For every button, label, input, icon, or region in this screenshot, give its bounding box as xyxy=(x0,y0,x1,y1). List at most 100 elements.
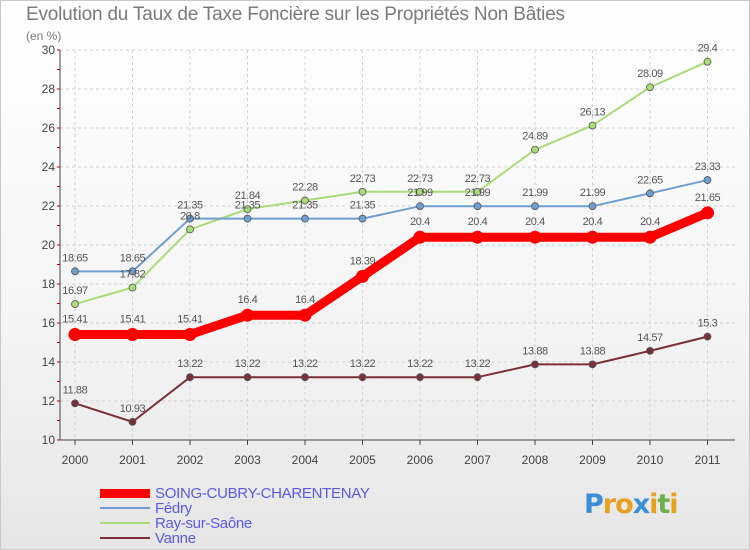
data-label: 20.4 xyxy=(583,216,603,228)
data-label: 13.22 xyxy=(407,358,433,370)
data-label: 24.89 xyxy=(522,131,548,143)
data-point xyxy=(128,283,137,292)
data-point xyxy=(298,308,312,322)
logo-letter: i xyxy=(669,489,678,520)
data-label: 21.99 xyxy=(407,187,433,199)
data-label: 20.4 xyxy=(468,216,488,228)
x-tick-label: 2008 xyxy=(522,453,549,467)
legend-item-fedry: Fédry xyxy=(100,500,192,517)
data-point xyxy=(416,187,424,196)
data-point xyxy=(416,202,424,211)
y-tick-label: 22 xyxy=(42,199,56,213)
chart-subtitle: (en %) xyxy=(26,29,62,43)
data-label: 15.3 xyxy=(698,318,718,330)
x-tick-label: 2005 xyxy=(349,453,376,467)
data-label: 21.35 xyxy=(235,200,261,212)
data-label: 29.4 xyxy=(698,43,718,55)
data-point xyxy=(128,267,137,276)
logo-letter: x xyxy=(632,489,650,520)
data-label: 22.73 xyxy=(407,173,433,185)
x-tick-label: 2010 xyxy=(637,453,664,467)
data-label: 13.22 xyxy=(465,358,491,370)
x-tick-label: 2000 xyxy=(62,453,89,467)
data-label: 20.4 xyxy=(640,216,660,228)
data-label: 22.28 xyxy=(292,182,318,194)
legend-swatch xyxy=(100,507,150,509)
data-label: 13.88 xyxy=(580,345,606,357)
data-point xyxy=(243,214,252,223)
data-label: 21.65 xyxy=(695,192,721,204)
x-tick-label: 2003 xyxy=(234,453,261,467)
data-label: 20.4 xyxy=(410,216,430,228)
series-lines xyxy=(68,57,714,426)
data-label: 26.13 xyxy=(580,106,606,118)
x-tick-label: 2004 xyxy=(292,453,319,467)
data-point xyxy=(588,202,597,211)
data-point xyxy=(301,214,309,223)
data-label: 21.35 xyxy=(350,200,376,212)
data-point xyxy=(473,187,482,196)
series-line xyxy=(74,60,709,306)
data-point xyxy=(71,399,79,408)
data-point xyxy=(68,328,82,342)
data-point xyxy=(588,360,597,369)
data-point xyxy=(473,373,482,382)
data-label: 16.4 xyxy=(238,294,258,306)
data-point xyxy=(531,360,539,369)
legend-label: Ray-sur-Saône xyxy=(155,514,252,532)
data-label: 15.41 xyxy=(62,314,88,326)
x-tick-label: 2001 xyxy=(119,453,146,467)
data-point xyxy=(646,346,654,355)
y-tick-label: 14 xyxy=(42,355,56,369)
x-tick-label: 2011 xyxy=(695,453,721,467)
y-tick-label: 10 xyxy=(42,433,56,447)
legend-swatch xyxy=(100,488,150,498)
data-label: 21.99 xyxy=(465,187,491,199)
data-label: 13.22 xyxy=(235,358,261,370)
data-label: 28.09 xyxy=(637,68,663,80)
x-tick-label: 2006 xyxy=(407,453,434,467)
data-point xyxy=(186,225,194,234)
data-label: 22.73 xyxy=(465,173,491,185)
data-label: 18.65 xyxy=(120,252,146,264)
data-label: 13.22 xyxy=(350,358,376,370)
logo-letter: o xyxy=(615,489,634,520)
data-point xyxy=(588,121,597,130)
data-point xyxy=(128,417,137,426)
data-point xyxy=(126,328,139,342)
data-point xyxy=(586,230,599,244)
legend-swatch xyxy=(100,522,150,524)
data-point xyxy=(646,189,654,198)
legend-item-soing: SOING-CUBRY-CHARENTENAY xyxy=(100,484,370,502)
data-point xyxy=(531,145,539,154)
data-point xyxy=(473,202,482,211)
data-point xyxy=(701,206,714,220)
data-label: 21.35 xyxy=(292,200,318,212)
data-point xyxy=(71,300,79,308)
series-line xyxy=(74,335,709,423)
legend-item-ray-sur-saone: Ray-sur-Saône xyxy=(100,514,252,532)
data-label: 21.99 xyxy=(580,187,606,199)
legend-label: SOING-CUBRY-CHARENTENAY xyxy=(155,484,370,502)
x-tick-label: 2009 xyxy=(579,453,606,467)
x-tick-label: 2002 xyxy=(177,453,204,467)
y-tick-label: 18 xyxy=(42,277,56,291)
chart-title: Evolution du Taux de Taxe Foncière sur l… xyxy=(26,4,565,25)
y-tick-label: 24 xyxy=(42,160,56,174)
data-label: 15.41 xyxy=(120,314,146,326)
y-tick-label: 30 xyxy=(42,43,56,57)
series-line xyxy=(70,208,712,340)
data-point xyxy=(358,214,367,223)
data-label: 22.73 xyxy=(350,173,376,185)
data-label: 13.88 xyxy=(522,345,548,357)
data-point xyxy=(528,230,542,244)
logo-letter: P xyxy=(584,489,604,520)
series-line xyxy=(74,179,709,273)
data-label: 17.82 xyxy=(120,269,146,281)
data-label: 10.93 xyxy=(120,403,146,415)
data-point xyxy=(186,214,194,223)
data-point xyxy=(301,373,309,382)
data-label: 16.4 xyxy=(295,294,315,306)
data-label: 22.65 xyxy=(637,174,663,186)
